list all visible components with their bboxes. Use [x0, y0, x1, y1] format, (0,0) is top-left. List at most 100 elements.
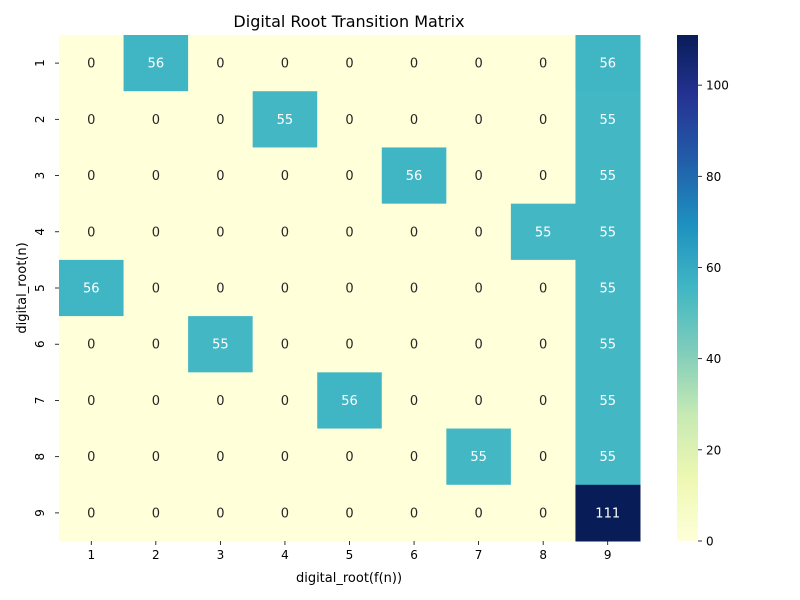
cell-value-label: 0: [474, 57, 482, 72]
cell-value-label: 0: [410, 282, 418, 297]
heatmap-cell: [123, 484, 189, 542]
x-tick-label: 1: [87, 548, 95, 562]
cell-value-label: 0: [410, 338, 418, 353]
heatmap-cell: [188, 91, 254, 148]
cell-value-label: 0: [410, 450, 418, 465]
cell-value-label: 0: [87, 225, 95, 240]
heatmap-cell: [123, 35, 189, 92]
cell-value-label: 0: [345, 225, 353, 240]
heatmap-cell: [317, 203, 383, 261]
x-axis: 1 2 3 4 5 6 7 8 9: [87, 541, 612, 562]
cell-value-label: 0: [87, 169, 95, 184]
cell-value-label: 0: [87, 394, 95, 409]
heatmap-cell: [446, 35, 512, 92]
cell-value-label: 0: [474, 113, 482, 128]
x-tick-label: 2: [152, 548, 160, 562]
heatmap-cell: [510, 316, 576, 373]
heatmap-cell: [59, 372, 125, 430]
heatmap-cell: [510, 259, 576, 317]
heatmap-cell: [123, 428, 189, 486]
cell-value-label: 0: [474, 282, 482, 297]
heatmap-cell: [188, 147, 254, 205]
heatmap-cell: [510, 35, 576, 92]
heatmap-cell: [123, 147, 189, 205]
heatmap-cells: 0 56 0 0 0 0 0 0 56 0 0 0 55 0 0 0 0 55 0 0 0 0 0 56 0 0 55 0 0 0 0 0 0 0…: [59, 35, 641, 542]
y-tick-label: 1: [33, 59, 47, 67]
cell-value-label: 0: [281, 225, 289, 240]
colorbar-tick-label: 0: [706, 535, 714, 549]
heatmap-cell: [317, 428, 383, 486]
cell-value-label: 55: [277, 113, 294, 128]
colorbar: 0 20 40 60 80 100: [677, 35, 729, 549]
cell-value-label: 0: [216, 57, 224, 72]
cell-value-label: 0: [539, 57, 547, 72]
cell-value-label: 0: [152, 506, 160, 521]
heatmap-cell: [381, 35, 447, 92]
heatmap-cell: [252, 316, 318, 373]
heatmap-cell: [252, 484, 318, 542]
heatmap-cell: [510, 203, 576, 261]
chart-title: Digital Root Transition Matrix: [233, 12, 464, 31]
heatmap-cell: [188, 372, 254, 430]
heatmap-cell: [575, 35, 641, 92]
heatmap-cell: [575, 316, 641, 373]
cell-value-label: 0: [216, 282, 224, 297]
heatmap-cell: [123, 316, 189, 373]
y-tick-label: 2: [33, 116, 47, 124]
heatmap-cell: [510, 428, 576, 486]
cell-value-label: 0: [345, 282, 353, 297]
heatmap-cell: [317, 316, 383, 373]
cell-value-label: 0: [410, 394, 418, 409]
heatmap-cell: [59, 35, 125, 92]
heatmap-cell: [317, 484, 383, 542]
heatmap-cell: [188, 428, 254, 486]
cell-value-label: 0: [87, 113, 95, 128]
heatmap-cell: [59, 259, 125, 317]
heatmap-cell: [446, 372, 512, 430]
cell-value-label: 0: [216, 225, 224, 240]
cell-value-label: 0: [281, 394, 289, 409]
heatmap-cell: [59, 428, 125, 486]
heatmap-cell: [59, 316, 125, 373]
cell-value-label: 0: [216, 394, 224, 409]
y-tick-label: 4: [33, 228, 47, 236]
heatmap-cell: [510, 484, 576, 542]
heatmap-cell: [446, 147, 512, 205]
cell-value-label: 55: [599, 225, 616, 240]
heatmap-cell: [510, 91, 576, 148]
heatmap-cell: [252, 372, 318, 430]
heatmap-cell: [575, 484, 641, 542]
heatmap-cell: [59, 147, 125, 205]
heatmap-cell: [575, 372, 641, 430]
cell-value-label: 0: [216, 506, 224, 521]
cell-value-label: 55: [599, 113, 616, 128]
y-tick-label: 9: [33, 509, 47, 517]
heatmap-cell: [188, 203, 254, 261]
cell-value-label: 0: [281, 282, 289, 297]
cell-value-label: 0: [474, 506, 482, 521]
cell-value-label: 0: [281, 57, 289, 72]
heatmap-cell: [575, 147, 641, 205]
cell-value-label: 55: [470, 450, 487, 465]
heatmap-cell: [123, 259, 189, 317]
x-tick-label: 5: [346, 548, 354, 562]
cell-value-label: 0: [410, 57, 418, 72]
colorbar-tick-label: 40: [706, 352, 721, 366]
heatmap-cell: [252, 91, 318, 148]
cell-value-label: 56: [406, 169, 423, 184]
colorbar-gradient: [677, 35, 698, 541]
cell-value-label: 0: [410, 225, 418, 240]
cell-value-label: 0: [539, 338, 547, 353]
cell-value-label: 0: [216, 450, 224, 465]
x-tick-label: 3: [217, 548, 225, 562]
y-axis: 1 2 3 4 5 6 7 8 9: [33, 59, 59, 517]
cell-value-label: 0: [152, 282, 160, 297]
heatmap-cell: [381, 316, 447, 373]
heatmap-cell: [59, 203, 125, 261]
cell-value-label: 0: [345, 169, 353, 184]
cell-value-label: 0: [539, 394, 547, 409]
cell-value-label: 55: [212, 338, 229, 353]
heatmap-cell: [575, 259, 641, 317]
cell-value-label: 55: [535, 225, 552, 240]
x-tick-label: 6: [410, 548, 418, 562]
